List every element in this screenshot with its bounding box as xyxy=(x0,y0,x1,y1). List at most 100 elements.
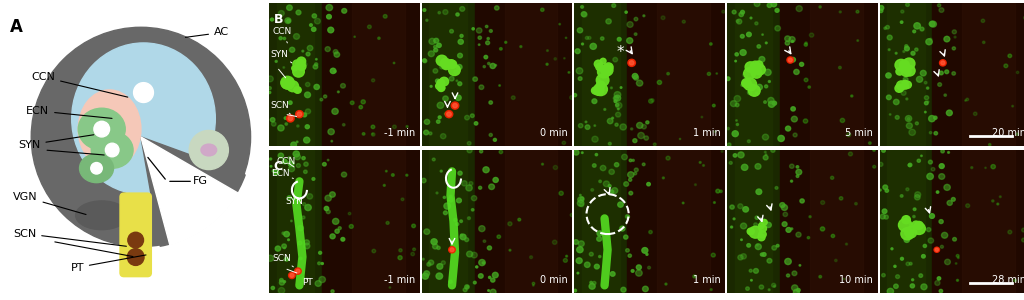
Circle shape xyxy=(429,38,435,44)
Circle shape xyxy=(904,81,911,88)
Bar xyxy=(505,3,557,146)
Circle shape xyxy=(497,235,501,238)
Circle shape xyxy=(461,234,463,236)
Circle shape xyxy=(436,273,442,279)
Circle shape xyxy=(275,60,278,62)
Circle shape xyxy=(460,220,463,223)
Circle shape xyxy=(797,175,799,178)
Circle shape xyxy=(905,116,911,122)
Circle shape xyxy=(437,80,444,87)
Circle shape xyxy=(775,8,779,12)
Circle shape xyxy=(796,232,801,237)
Circle shape xyxy=(934,247,940,252)
Circle shape xyxy=(762,253,766,256)
Circle shape xyxy=(872,149,876,151)
Circle shape xyxy=(792,116,798,122)
Circle shape xyxy=(642,124,646,129)
Circle shape xyxy=(280,278,284,282)
Circle shape xyxy=(319,98,323,101)
Circle shape xyxy=(794,69,799,74)
Circle shape xyxy=(610,272,615,276)
Circle shape xyxy=(735,120,737,121)
Circle shape xyxy=(617,38,622,41)
Circle shape xyxy=(488,101,493,104)
Bar xyxy=(574,3,642,146)
Circle shape xyxy=(738,255,743,260)
Circle shape xyxy=(900,195,903,197)
Circle shape xyxy=(293,60,301,68)
Circle shape xyxy=(457,64,462,70)
Circle shape xyxy=(582,152,583,154)
Bar xyxy=(574,150,642,292)
Circle shape xyxy=(312,178,314,180)
Bar xyxy=(627,150,725,292)
Circle shape xyxy=(631,270,634,272)
Circle shape xyxy=(424,119,430,124)
Circle shape xyxy=(778,135,784,142)
Circle shape xyxy=(304,240,309,245)
Circle shape xyxy=(604,109,606,110)
Circle shape xyxy=(427,262,431,266)
Circle shape xyxy=(295,154,300,160)
Circle shape xyxy=(458,53,463,58)
Text: ECN: ECN xyxy=(270,169,294,178)
Circle shape xyxy=(460,7,465,11)
Circle shape xyxy=(912,30,915,33)
Circle shape xyxy=(803,119,808,123)
Circle shape xyxy=(918,159,921,162)
Circle shape xyxy=(580,194,582,196)
Circle shape xyxy=(913,23,921,29)
Circle shape xyxy=(442,10,447,14)
Circle shape xyxy=(272,170,274,172)
Circle shape xyxy=(291,82,293,84)
Circle shape xyxy=(433,69,437,73)
Circle shape xyxy=(331,140,333,142)
Circle shape xyxy=(485,41,489,45)
Circle shape xyxy=(631,128,633,130)
Circle shape xyxy=(921,70,926,76)
Circle shape xyxy=(315,58,317,60)
Circle shape xyxy=(761,219,767,225)
Circle shape xyxy=(735,60,736,62)
Circle shape xyxy=(482,262,484,264)
Circle shape xyxy=(840,197,843,200)
Circle shape xyxy=(974,112,977,116)
Circle shape xyxy=(768,289,770,291)
Circle shape xyxy=(289,166,295,172)
Text: 5 min: 5 min xyxy=(845,128,873,138)
Circle shape xyxy=(944,94,946,96)
Circle shape xyxy=(722,10,725,13)
Circle shape xyxy=(467,142,471,145)
Circle shape xyxy=(755,61,763,69)
Circle shape xyxy=(509,249,511,251)
Circle shape xyxy=(831,234,835,238)
Circle shape xyxy=(596,74,609,86)
Circle shape xyxy=(446,60,456,68)
Circle shape xyxy=(541,8,544,11)
Circle shape xyxy=(988,143,991,146)
Circle shape xyxy=(882,274,886,277)
Circle shape xyxy=(436,120,440,123)
Circle shape xyxy=(271,122,276,126)
Circle shape xyxy=(759,285,764,289)
Circle shape xyxy=(325,206,329,211)
Circle shape xyxy=(630,61,634,65)
Bar xyxy=(734,3,772,146)
Ellipse shape xyxy=(80,154,114,183)
Circle shape xyxy=(679,138,681,140)
Circle shape xyxy=(520,46,522,48)
Circle shape xyxy=(465,116,469,120)
Circle shape xyxy=(925,101,928,105)
Circle shape xyxy=(430,85,432,87)
Circle shape xyxy=(473,281,476,284)
Circle shape xyxy=(716,73,718,74)
Circle shape xyxy=(935,248,938,251)
Circle shape xyxy=(588,36,591,39)
Circle shape xyxy=(472,28,474,30)
Circle shape xyxy=(478,44,480,46)
Circle shape xyxy=(794,289,800,295)
Bar xyxy=(963,150,1015,292)
Circle shape xyxy=(751,17,752,19)
Bar xyxy=(779,150,878,292)
Circle shape xyxy=(439,65,444,69)
